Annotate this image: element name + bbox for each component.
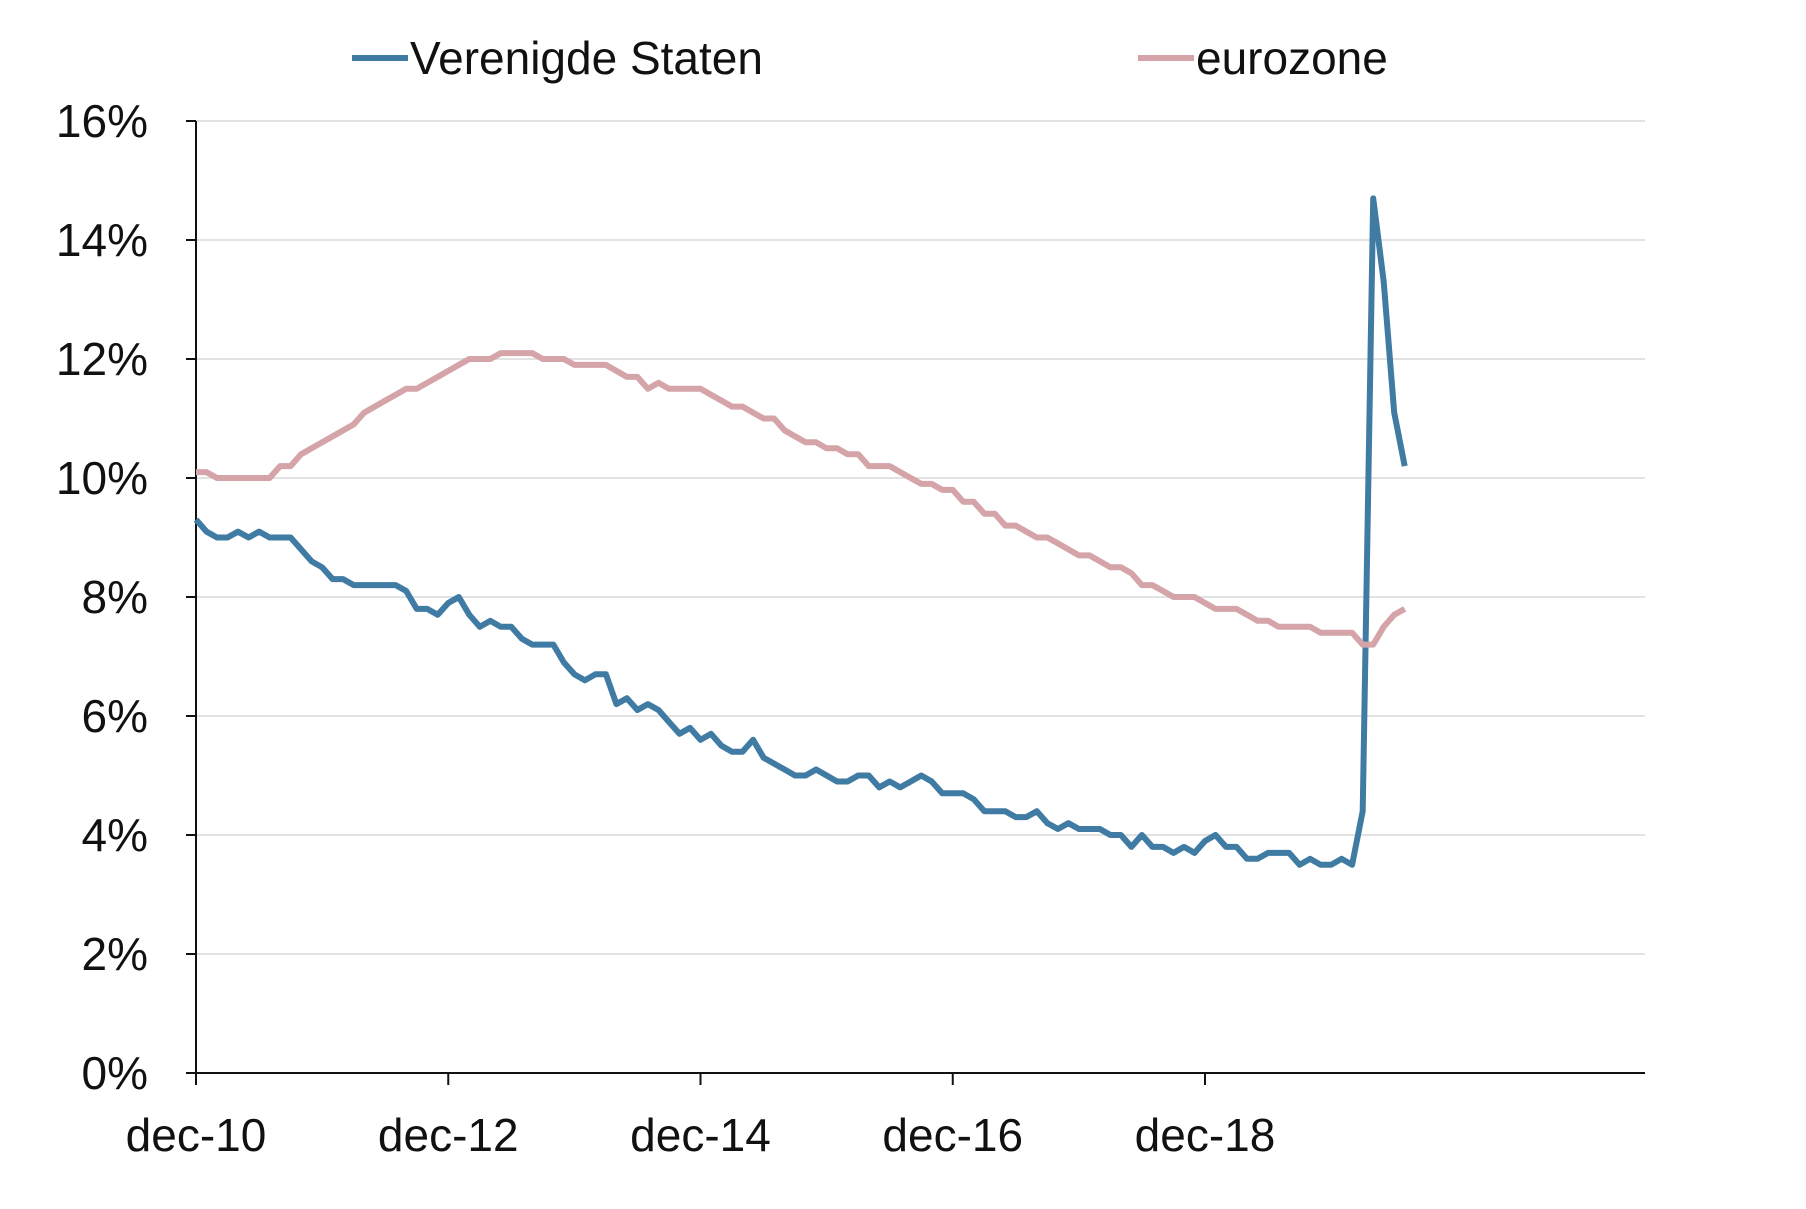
y-tick-label: 12% xyxy=(56,333,148,385)
y-tick-label: 14% xyxy=(56,214,148,266)
y-tick-label: 4% xyxy=(82,809,148,861)
y-tick-label: 10% xyxy=(56,452,148,504)
x-tick-label: dec-16 xyxy=(882,1109,1023,1161)
series-lines xyxy=(193,195,1408,868)
y-tick-label: 16% xyxy=(56,95,148,147)
x-tick-label: dec-10 xyxy=(126,1109,267,1161)
y-tick-label: 6% xyxy=(82,690,148,742)
x-axis-ticks: dec-10 dec-12 dec-14 dec-16 dec-18 xyxy=(126,1073,1276,1161)
y-tick-label: 2% xyxy=(82,928,148,980)
gridlines xyxy=(196,120,1645,955)
x-tick-label: dec-12 xyxy=(378,1109,519,1161)
series-line-eurozone xyxy=(196,350,1407,648)
x-tick-label: dec-14 xyxy=(630,1109,771,1161)
x-tick-label: dec-18 xyxy=(1135,1109,1276,1161)
series-line-verenigde-staten xyxy=(193,195,1408,868)
y-tick-label: 0% xyxy=(82,1047,148,1099)
legend: Verenigde Staten eurozone xyxy=(352,32,1388,84)
legend-label: eurozone xyxy=(1196,32,1388,84)
y-axis-ticks: 0% 2% 4% 6% 8% 10% 12% 14% 16% xyxy=(56,95,196,1099)
legend-label: Verenigde Staten xyxy=(410,32,763,84)
y-tick-label: 8% xyxy=(82,571,148,623)
